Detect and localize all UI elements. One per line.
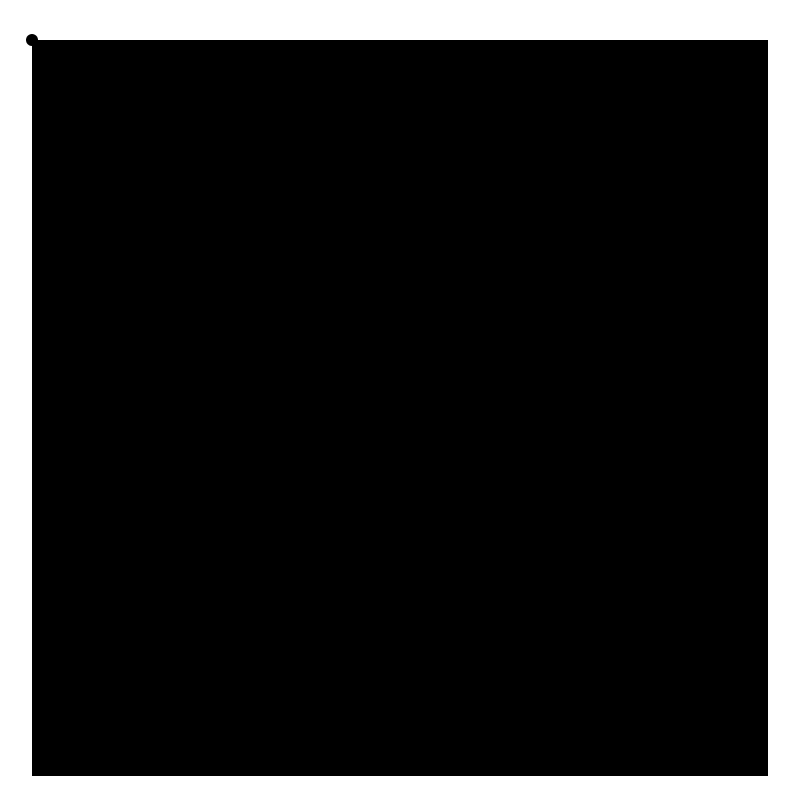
crosshair-horizontal [54, 40, 746, 42]
chart-container [0, 0, 800, 800]
crosshair-marker [26, 34, 38, 46]
bottleneck-heatmap [54, 62, 746, 754]
plot-frame [32, 40, 768, 776]
crosshair-vertical [32, 62, 34, 754]
